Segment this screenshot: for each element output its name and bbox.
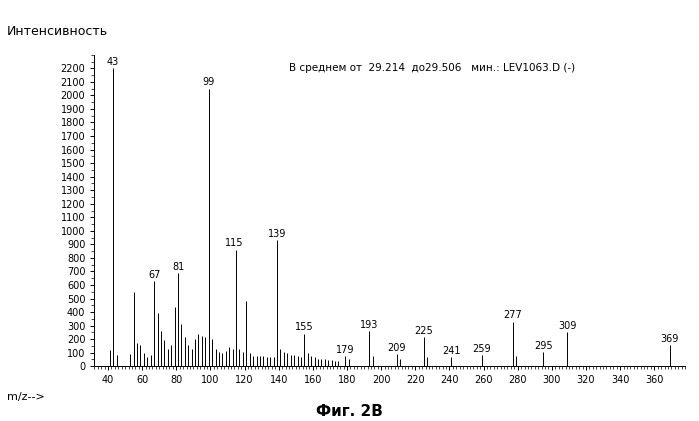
Text: 193: 193 xyxy=(360,320,378,330)
Text: 115: 115 xyxy=(225,238,243,248)
Text: 139: 139 xyxy=(268,229,286,239)
Text: В среднем от  29.214  до29.506   мин.: LEV1063.D (-): В среднем от 29.214 до29.506 мин.: LEV10… xyxy=(289,62,575,72)
Text: 259: 259 xyxy=(473,344,491,354)
Text: 155: 155 xyxy=(295,322,314,333)
Text: Фиг. 2В: Фиг. 2В xyxy=(316,404,383,419)
Text: 241: 241 xyxy=(442,346,461,357)
Text: 43: 43 xyxy=(107,57,120,67)
Text: 99: 99 xyxy=(203,77,215,87)
Text: 179: 179 xyxy=(336,345,354,355)
Text: m/z-->: m/z--> xyxy=(7,392,45,402)
Text: Интенсивность: Интенсивность xyxy=(7,25,108,38)
Text: 309: 309 xyxy=(558,321,577,331)
Text: 81: 81 xyxy=(172,262,184,272)
Text: 67: 67 xyxy=(148,269,160,280)
Text: 277: 277 xyxy=(503,310,522,320)
Text: 369: 369 xyxy=(661,333,679,344)
Text: 295: 295 xyxy=(534,341,553,351)
Text: 225: 225 xyxy=(415,326,433,336)
Text: 209: 209 xyxy=(387,343,406,353)
